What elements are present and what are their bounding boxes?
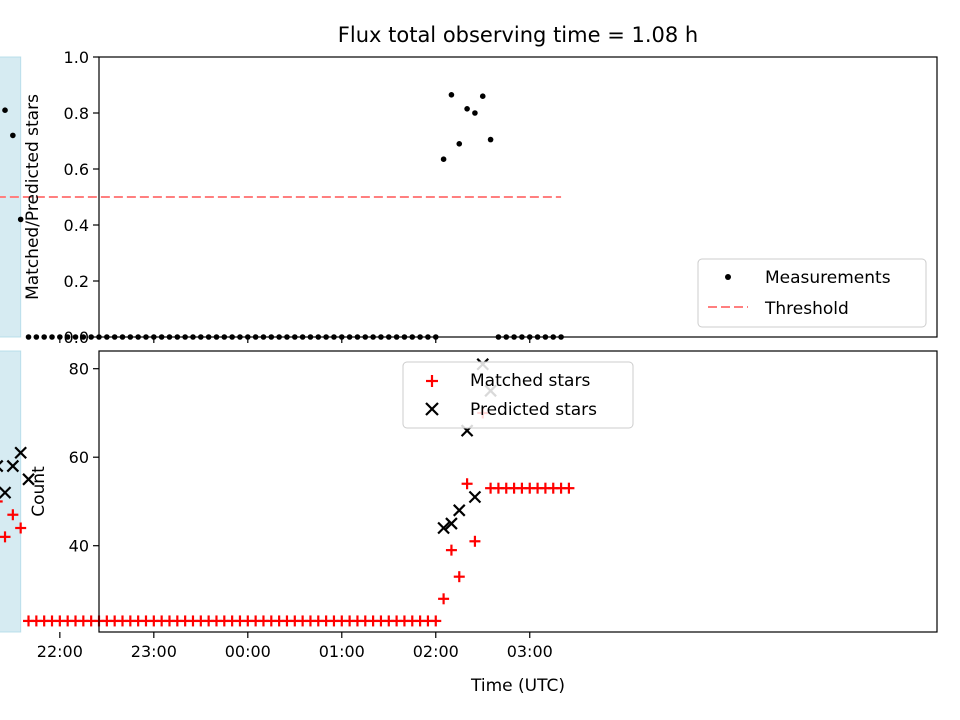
top-legend: Measurements Threshold	[697, 258, 927, 328]
top-y-axis-label: Matched/Predicted stars	[23, 94, 43, 300]
x-axis-label: Time (UTC)	[470, 676, 565, 696]
x-tick-label: 02:00	[413, 642, 459, 661]
predicted-star-point	[0, 486, 12, 499]
predicted-star-point	[452, 504, 466, 517]
matched-star-point	[0, 500, 3, 503]
measurement-point	[472, 110, 478, 116]
predicted-star-point	[14, 446, 27, 460]
predicted-star-point	[6, 459, 20, 473]
measurement-point	[2, 107, 8, 113]
predicted-star-stroke	[0, 467, 4, 473]
top-y-tick-label: 0.8	[64, 104, 89, 123]
top-axes-frame	[98, 56, 938, 338]
measurement-point	[72, 334, 79, 340]
predicted-star-point	[437, 521, 450, 535]
x-tick-label: 22:00	[37, 642, 83, 661]
matched-stars-points	[0, 407, 575, 627]
legend-threshold-label: Threshold	[764, 299, 849, 319]
bottom-y-tick-label: 60	[69, 448, 89, 467]
matched-star-point	[7, 509, 19, 521]
top-y-tick-label: 0.6	[64, 160, 89, 179]
predicted-star-point	[0, 459, 4, 473]
top-y-tick-label: 1.0	[64, 48, 89, 67]
measurement-point	[440, 156, 447, 162]
x-tick-label: 01:00	[319, 642, 365, 661]
x-tick-label: 00:00	[225, 642, 271, 661]
predicted-star-point	[468, 490, 482, 504]
predicted-star-stroke	[6, 459, 20, 473]
top-y-tick-label: 0.2	[64, 272, 89, 291]
legend-predicted-label: Predicted stars	[470, 400, 597, 420]
predicted-star-stroke	[468, 490, 482, 504]
legend-predicted-marker	[425, 402, 439, 416]
matched-star-point	[453, 571, 465, 583]
chart-title: Flux total observing time = 1.08 h	[338, 23, 698, 47]
measurement-point	[25, 334, 32, 340]
legend-matched-marker	[426, 375, 438, 387]
matched-star-point	[563, 482, 575, 494]
bottom-y-tick-label: 40	[69, 537, 89, 556]
bottom-y-axis-label: Count	[29, 466, 49, 517]
predicted-star-stroke	[452, 504, 466, 517]
matched-star-point	[0, 531, 11, 543]
bottom-y-tick-label: 80	[69, 360, 89, 379]
bottom-legend: Matched stars Predicted stars	[402, 361, 634, 429]
predicted-star-stroke	[445, 517, 458, 530]
measurement-point	[88, 334, 94, 340]
bottom-axes-frame	[98, 350, 938, 633]
x-tick-label: 23:00	[131, 642, 177, 661]
predicted-star-stroke	[0, 459, 4, 465]
measurement-point	[487, 136, 494, 143]
top-legend-box	[697, 258, 927, 328]
predicted-star-stroke	[14, 446, 27, 460]
measurement-point	[64, 334, 71, 340]
top-panel: 0.0 0.2 0.4 0.6 0.8 1.0 Matched/Predicted sta…	[0, 48, 938, 347]
measurement-point	[49, 334, 55, 340]
measurement-point	[464, 106, 470, 112]
measurement-point	[41, 334, 47, 340]
measurement-point	[479, 93, 486, 99]
measurement-point	[456, 141, 463, 147]
bottom-y-axis: 40 60 80	[69, 360, 99, 556]
matched-star-point	[15, 522, 27, 534]
predicted-star-point	[445, 517, 458, 530]
bottom-shaded-span	[0, 350, 22, 633]
matched-star-point	[430, 615, 442, 627]
top-y-tick-label: 0.0	[64, 328, 89, 347]
top-x-axis	[59, 337, 531, 343]
measurement-point	[80, 334, 87, 340]
measurement-point	[448, 92, 455, 98]
measurement-point	[10, 132, 16, 139]
x-tick-label: 03:00	[507, 642, 553, 661]
matched-star-point	[445, 544, 457, 556]
predicted-star-stroke	[0, 486, 12, 499]
legend-matched-label: Matched stars	[470, 371, 590, 391]
matched-star-point	[438, 593, 450, 605]
predicted-star-stroke	[437, 521, 450, 535]
matched-star-point	[461, 478, 473, 490]
top-y-tick-label: 0.4	[64, 216, 89, 235]
legend-measurements-marker	[725, 274, 731, 280]
predicted-star-stroke	[22, 473, 35, 486]
top-y-axis: 0.0 0.2 0.4 0.6 0.8 1.0	[64, 48, 99, 347]
legend-measurements-label: Measurements	[765, 268, 891, 288]
bottom-legend-box	[402, 361, 634, 429]
matched-star-point	[469, 535, 481, 547]
measurement-point	[17, 216, 24, 223]
measurement-point	[33, 334, 40, 340]
predicted-star-point	[22, 473, 35, 486]
